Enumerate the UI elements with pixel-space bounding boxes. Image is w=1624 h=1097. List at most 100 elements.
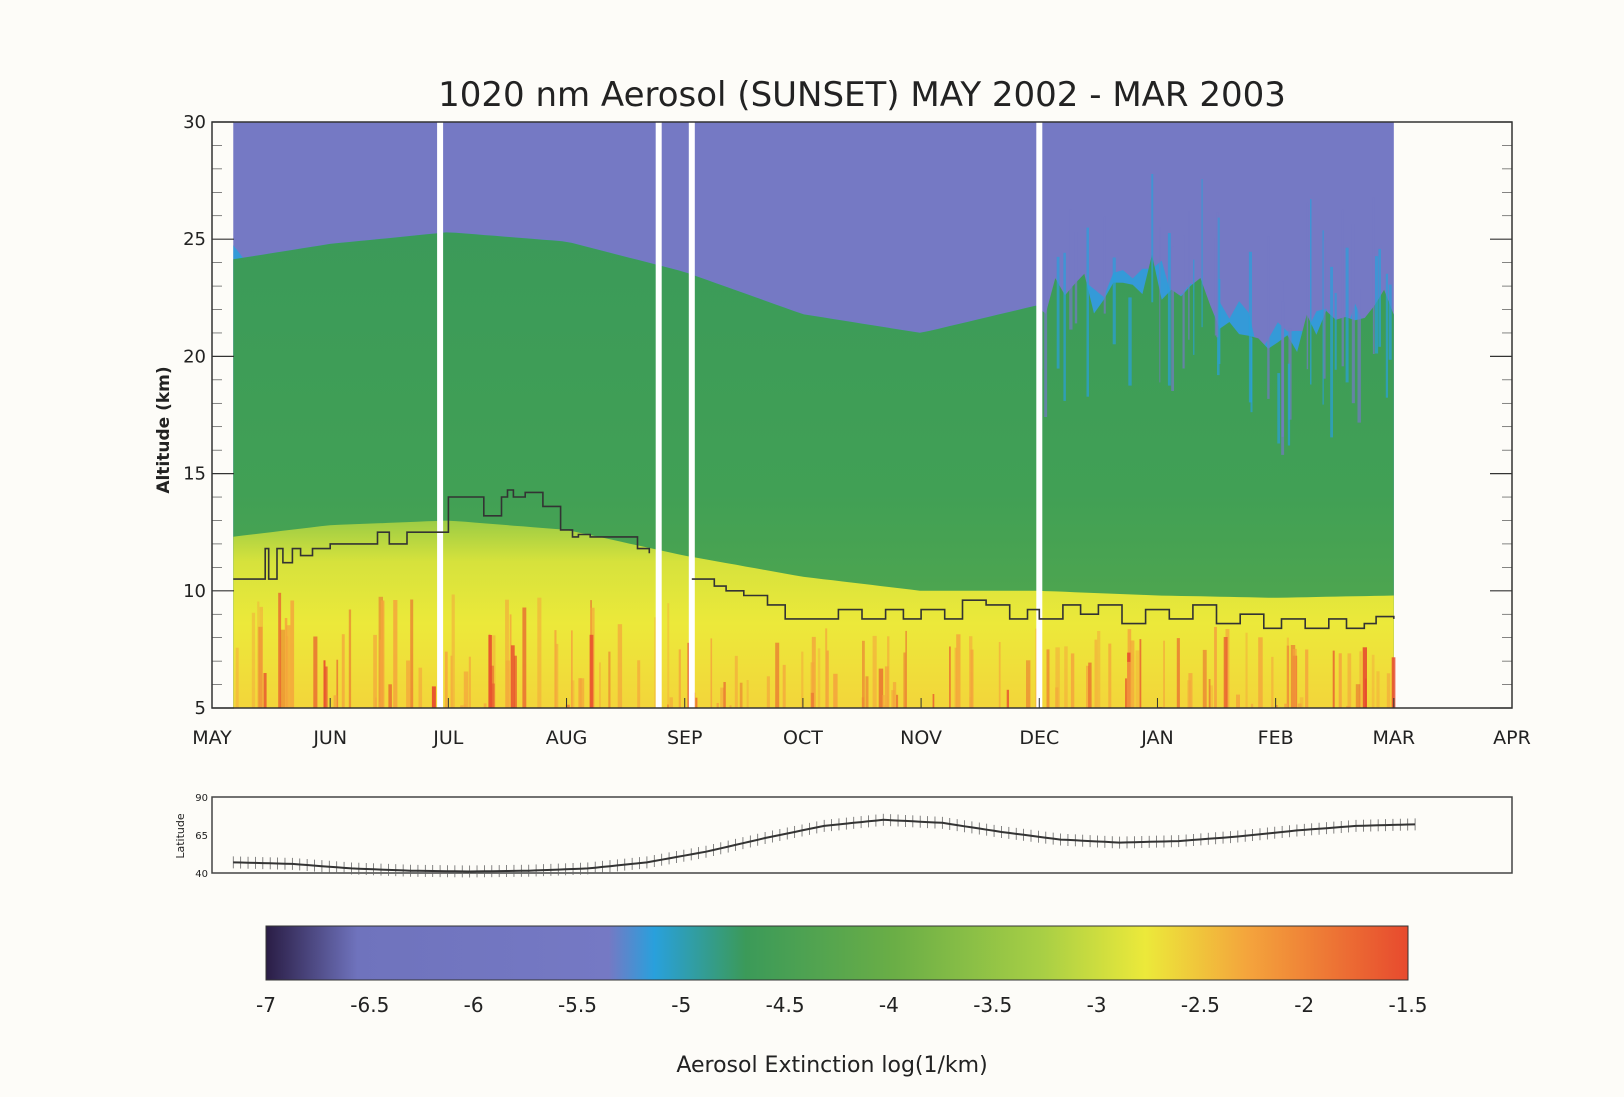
latitude-tick-label: 65 (195, 831, 208, 842)
winter-streak (1357, 288, 1361, 423)
data-gap (688, 122, 695, 708)
extinction-streak (280, 629, 285, 708)
extinction-streak (278, 592, 282, 708)
extinction-streak (810, 692, 814, 708)
extinction-streak (1188, 673, 1193, 708)
extinction-streak (729, 705, 732, 708)
extinction-streak (406, 660, 410, 708)
altitude-tick-label: 25 (183, 229, 206, 250)
colorbar-label: Aerosol Extinction log(1/km) (676, 1053, 987, 1078)
winter-streak (1345, 247, 1349, 383)
colorbar-tick-label: -3.5 (973, 993, 1012, 1017)
winter-streak (1188, 211, 1190, 340)
extinction-streak (431, 686, 436, 708)
extinction-streak (887, 636, 890, 708)
extinction-streak (1097, 631, 1101, 708)
extinction-streak (451, 594, 455, 708)
latitude-sample-marks (232, 813, 1416, 878)
extinction-streak (1338, 653, 1342, 708)
extinction-streak (669, 697, 673, 708)
altitude-panel-frame (211, 121, 1513, 709)
winter-streak (1112, 257, 1116, 345)
altitude-tick-label: 10 (183, 581, 206, 602)
extinction-streak (811, 636, 816, 708)
month-tick-label: JUN (312, 727, 347, 749)
winter-streak (1086, 227, 1089, 397)
extinction-streak (537, 597, 542, 708)
extinction-streak (970, 672, 973, 708)
extinction-streak (1362, 647, 1367, 708)
extinction-streak (450, 655, 453, 708)
extinction-streak (555, 643, 559, 708)
latitude-tick-label: 90 (195, 793, 208, 804)
extinction-streak (379, 639, 382, 708)
extinction-streak (932, 694, 935, 708)
extinction-streak (1299, 697, 1304, 708)
winter-streak (1277, 373, 1281, 444)
extinction-streak (710, 638, 713, 708)
extinction-streak (949, 646, 951, 708)
extinction-streak (1202, 649, 1207, 708)
extinction-streak (235, 647, 239, 708)
month-tick-label: MAR (1373, 727, 1416, 749)
extinction-streak (463, 704, 467, 708)
winter-streak (1281, 301, 1285, 455)
extinction-streak (878, 668, 884, 708)
extinction-streak (460, 705, 464, 708)
altitude-panel-ticks (211, 121, 1513, 709)
extinction-streak (1176, 638, 1180, 708)
latitude-tick-label: 40 (195, 869, 208, 880)
extinction-streak (565, 704, 570, 708)
extinction-streak (608, 651, 611, 708)
month-tick-label: MAY (192, 727, 232, 749)
extinction-streak (1297, 703, 1302, 708)
altitude-tick-label: 15 (183, 464, 206, 485)
extinction-streak (1006, 689, 1009, 708)
extinction-streak (522, 607, 527, 708)
extinction-streak (667, 603, 670, 708)
extinction-streak (373, 634, 377, 708)
extinction-streak (882, 695, 885, 708)
winter-streak (1167, 233, 1171, 386)
extinction-streak (251, 612, 256, 708)
extinction-streak (1026, 660, 1031, 708)
month-tick-label: JUL (432, 727, 464, 749)
extinction-streak (468, 656, 471, 708)
winter-streak (1217, 217, 1220, 376)
winter-streak (1171, 246, 1174, 391)
extinction-streak (1209, 685, 1213, 708)
latitude-axis-label: Latitude (174, 813, 187, 859)
extinction-streak (1223, 637, 1228, 708)
winter-streak (1182, 235, 1185, 369)
altitude-tick-label: 5 (195, 698, 206, 719)
extinction-streak (861, 697, 865, 708)
extinction-streak (510, 645, 515, 708)
extinction-streak (969, 696, 972, 708)
extinction-streak (1286, 645, 1290, 708)
altitude-tick-label: 20 (183, 346, 206, 367)
extinction-streak (1046, 649, 1050, 708)
extinction-streak (259, 606, 263, 708)
winter-streak (1201, 179, 1203, 328)
data-gap (437, 122, 444, 708)
extinction-streak (1245, 632, 1248, 708)
winter-streak (1310, 199, 1312, 385)
extinction-streak (954, 647, 958, 708)
winter-streak (1322, 230, 1324, 405)
chart-title: 1020 nm Aerosol (SUNSET) MAY 2002 - MAR … (438, 75, 1286, 115)
extinction-streak (463, 671, 469, 708)
extinction-streak (1108, 643, 1112, 708)
extinction-streak (884, 666, 889, 708)
month-tick-label: OCT (783, 727, 823, 749)
winter-streak (1193, 259, 1195, 355)
extinction-streak (801, 651, 804, 708)
extinction-streak (825, 628, 828, 708)
extinction-streak (514, 655, 517, 708)
colorbar-tick-label: -7 (256, 993, 276, 1017)
latitude-line (233, 818, 1416, 873)
extinction-streak (348, 609, 352, 708)
colorbar-tick-label: -2.5 (1181, 993, 1220, 1017)
extinction-streak (505, 599, 509, 708)
extinction-streak (1055, 647, 1060, 708)
